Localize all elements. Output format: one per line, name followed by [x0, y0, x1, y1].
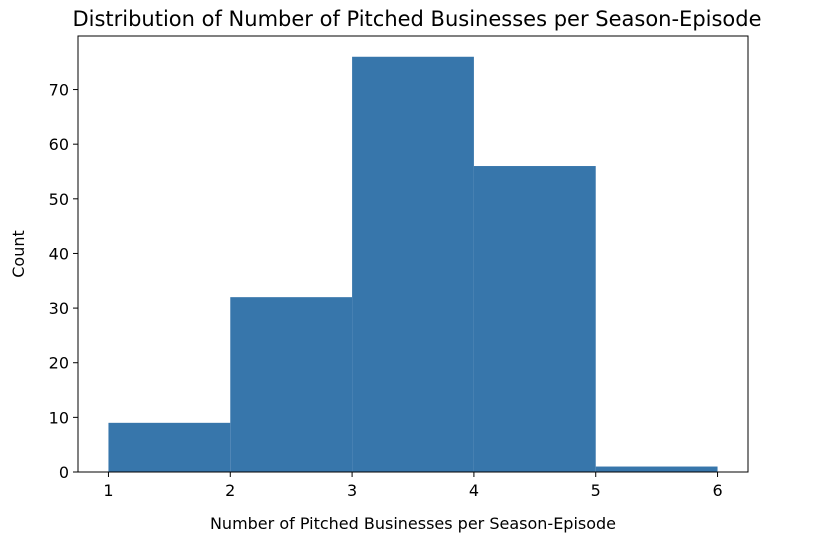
- y-tick-label: 0: [59, 463, 69, 482]
- histogram-bar-5: [595, 466, 718, 472]
- bars-group: [108, 56, 718, 473]
- y-tick-label: 30: [49, 299, 69, 318]
- y-axis: 0 10 20 30 40 50 60 70: [49, 81, 78, 482]
- histogram-bar-4: [473, 166, 596, 472]
- plot-frame: [77, 35, 749, 473]
- histogram-bar-1: [108, 422, 231, 472]
- x-axis: 1 2 3 4 5 6: [103, 472, 723, 500]
- x-tick-label: 3: [347, 481, 357, 500]
- x-tick-label: 6: [712, 481, 722, 500]
- y-axis-label: Count: [9, 230, 28, 278]
- x-tick-label: 1: [103, 481, 113, 500]
- x-tick-label: 2: [225, 481, 235, 500]
- y-tick-label: 40: [49, 244, 69, 263]
- x-axis-label: Number of Pitched Businesses per Season-…: [210, 514, 616, 533]
- y-tick-label: 50: [49, 190, 69, 209]
- histogram-bar-2: [230, 297, 353, 472]
- y-tick-label: 20: [49, 354, 69, 373]
- y-tick-label: 60: [49, 135, 69, 154]
- histogram-bar-3: [352, 56, 474, 473]
- x-tick-label: 4: [469, 481, 479, 500]
- chart-title: Distribution of Number of Pitched Busine…: [72, 7, 761, 31]
- y-tick-label: 70: [49, 81, 69, 100]
- y-tick-label: 10: [49, 408, 69, 427]
- x-tick-label: 5: [591, 481, 601, 500]
